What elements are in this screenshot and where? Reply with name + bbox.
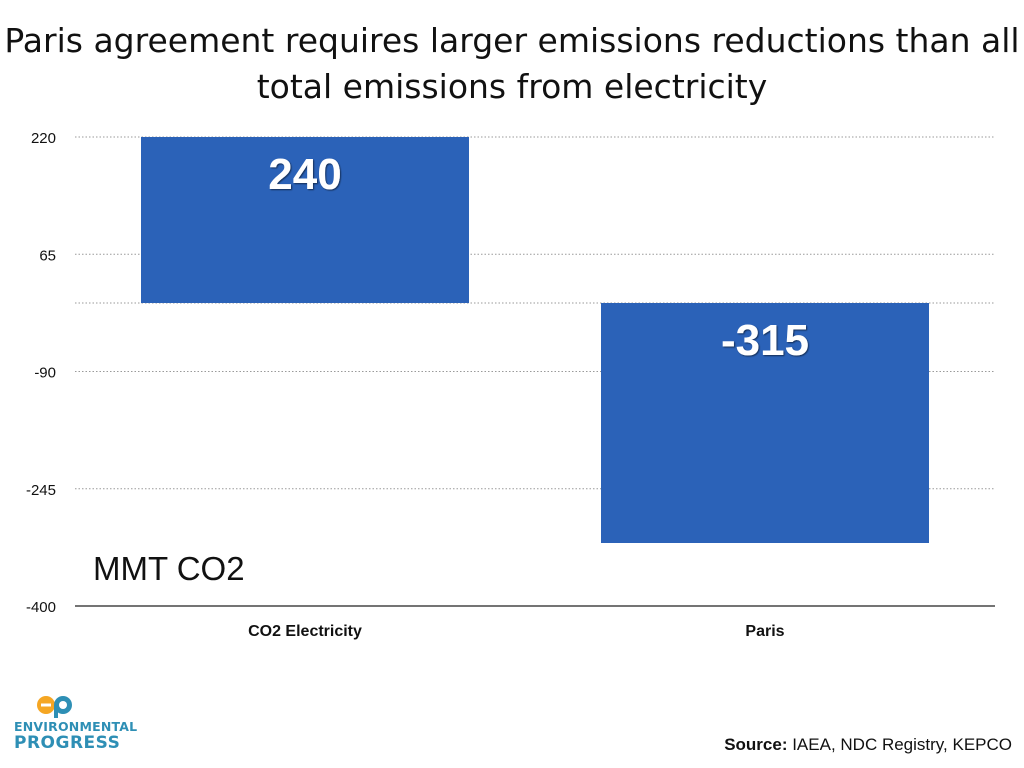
chart-title-line-1: Paris agreement requires larger emission… (4, 21, 1020, 60)
x-tick-label: CO2 Electricity (248, 623, 362, 640)
bar (141, 137, 469, 303)
y-tick-label: -245 (26, 482, 56, 499)
logo-text-line-2: PROGRESS (14, 733, 121, 753)
y-tick-label: -400 (26, 599, 56, 616)
logo-text-line-1: ENVIRONMENTAL (14, 719, 138, 734)
source-text: IAEA, NDC Registry, KEPCO (787, 735, 1012, 754)
unit-label: MMT CO2 (93, 550, 245, 587)
logo-mark-icon (37, 696, 72, 718)
y-tick-label: 220 (31, 130, 56, 147)
y-tick-label: 65 (39, 247, 56, 264)
y-tick-label: -90 (34, 365, 56, 382)
chart-title-line-2: total emissions from electricity (256, 67, 768, 106)
bar (601, 303, 929, 543)
environmental-progress-logo: ENVIRONMENTAL PROGRESS (14, 694, 137, 754)
source-note: Source: IAEA, NDC Registry, KEPCO (724, 735, 1012, 755)
chart-title: Paris agreement requires larger emission… (0, 18, 1024, 110)
source-label: Source: (724, 735, 788, 754)
x-tick-label: Paris (745, 623, 784, 640)
data-label: 240 (268, 150, 341, 199)
data-label: -315 (721, 316, 809, 365)
